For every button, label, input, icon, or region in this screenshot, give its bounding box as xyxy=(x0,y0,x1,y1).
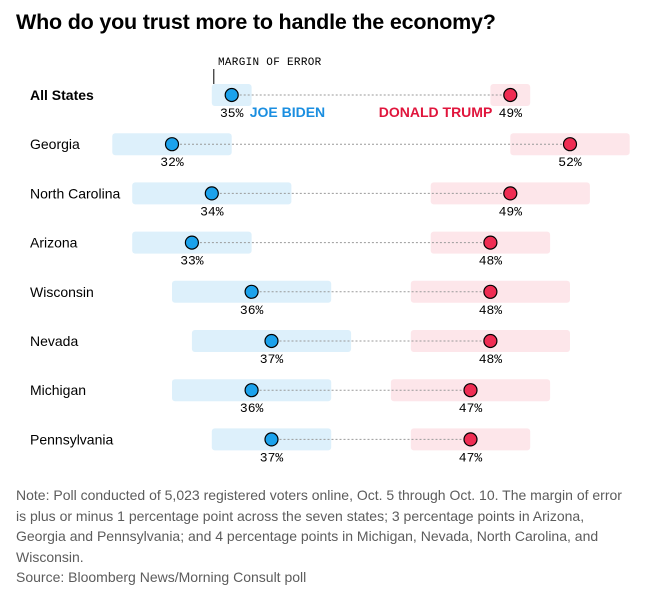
trump-dot xyxy=(562,137,578,152)
biden-dot xyxy=(224,87,239,103)
legend-biden: JOE BIDEN xyxy=(250,104,325,120)
source-text: Source: Bloomberg News/Morning Consult p… xyxy=(16,569,307,585)
trump-value-label: 47% xyxy=(459,450,483,465)
row-label: All States xyxy=(30,87,94,103)
trump-value-label: 49% xyxy=(499,204,523,219)
biden-dot xyxy=(244,284,259,299)
note-text: Note: Poll conducted of 5,023 registered… xyxy=(16,487,622,565)
legend-trump: DONALD TRUMP xyxy=(379,104,493,120)
trump-value-label: 47% xyxy=(459,401,483,416)
biden-dot xyxy=(264,333,279,349)
row-label: Michigan xyxy=(30,382,86,398)
dot-plot-chart: MARGIN OF ERROR All States 35% 49% JOE BIDEN… xyxy=(30,57,630,465)
biden-value-label: 32% xyxy=(160,155,184,170)
row-label: North Carolina xyxy=(30,185,120,201)
biden-value-label: 36% xyxy=(240,303,264,318)
footnote: Note: Poll conducted of 5,023 registered… xyxy=(16,485,630,588)
trump-dot xyxy=(483,284,498,299)
trump-dot xyxy=(503,87,518,103)
biden-value-label: 33% xyxy=(180,254,204,269)
biden-dot xyxy=(204,186,219,201)
biden-value-label: 34% xyxy=(200,204,224,219)
biden-dot xyxy=(244,383,259,398)
trump-value-label: 52% xyxy=(558,155,582,170)
biden-dot xyxy=(264,432,279,447)
trump-value-label: 49% xyxy=(499,106,523,121)
trump-dot xyxy=(463,383,478,398)
trump-dot xyxy=(483,333,498,349)
biden-value-label: 37% xyxy=(260,450,284,465)
trump-value-label: 48% xyxy=(479,303,503,318)
row-label: Arizona xyxy=(30,235,78,251)
trump-value-label: 48% xyxy=(479,254,503,269)
row-label: Pennsylvania xyxy=(30,431,113,447)
trump-dot xyxy=(503,186,518,201)
row-label: Georgia xyxy=(30,136,80,152)
trump-dot xyxy=(483,235,498,250)
biden-dot xyxy=(164,137,180,152)
biden-dot xyxy=(184,235,199,250)
trump-value-label: 48% xyxy=(479,352,503,367)
chart-title: Who do you trust more to handle the econ… xyxy=(16,10,496,34)
row-label: Wisconsin xyxy=(30,284,94,300)
biden-value-label: 37% xyxy=(260,352,284,367)
row-label: Nevada xyxy=(30,333,78,349)
biden-value-label: 36% xyxy=(240,401,264,416)
trump-dot xyxy=(463,432,478,447)
biden-value-label: 35% xyxy=(220,106,244,121)
margin-of-error-label: MARGIN OF ERROR xyxy=(218,57,322,69)
